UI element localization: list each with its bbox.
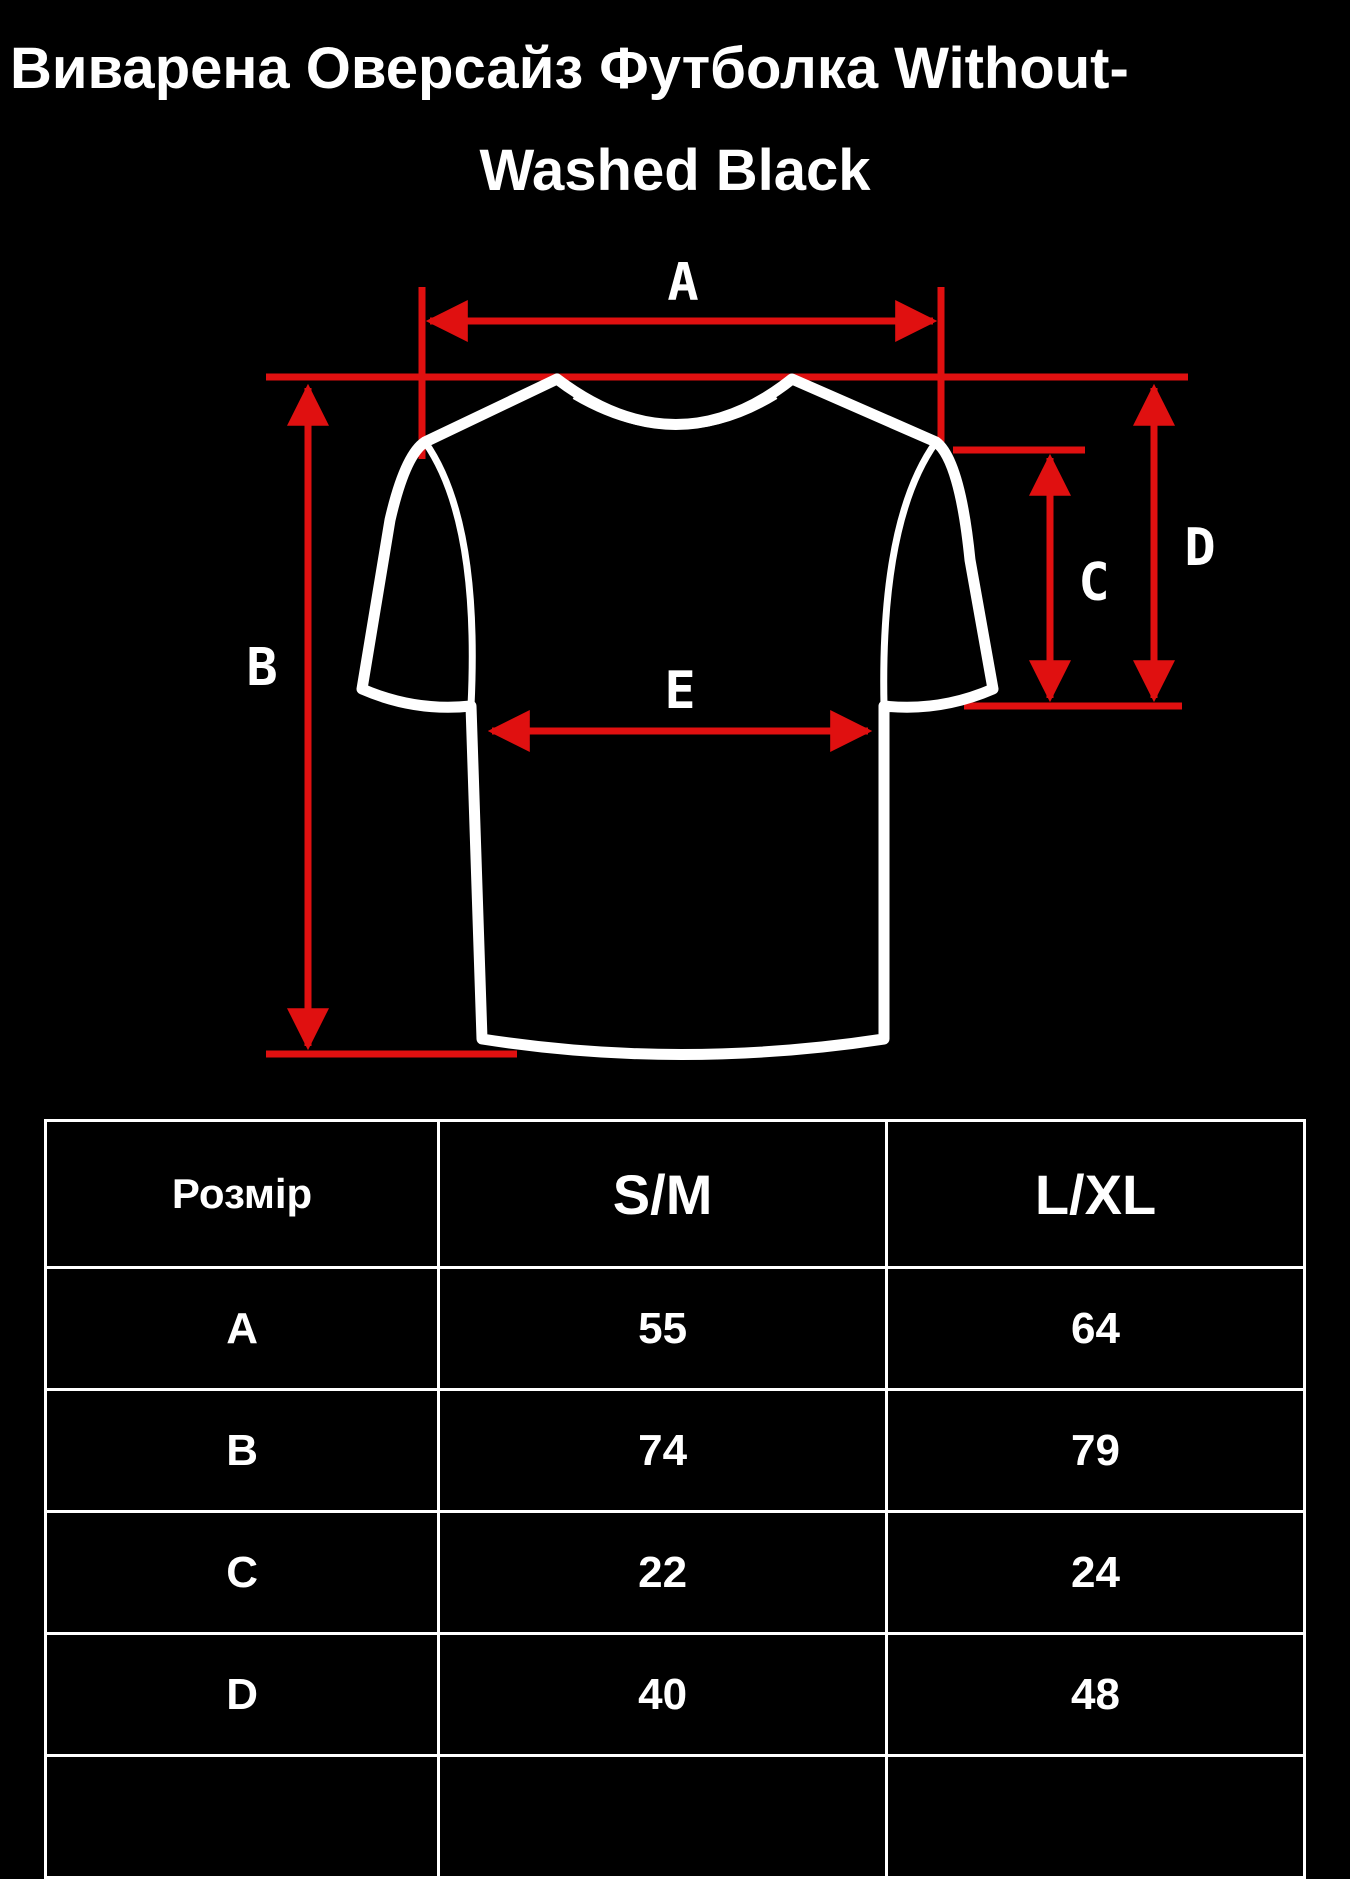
row-label: B	[43, 1388, 441, 1513]
label-e: E	[664, 661, 695, 721]
product-title-line-1: Виварена Оверсайз Футболка Without-	[10, 36, 1129, 101]
row-label: D	[43, 1632, 441, 1757]
label-b: B	[246, 638, 277, 698]
value-sm: 22	[437, 1510, 888, 1635]
value-sm: 40	[437, 1632, 888, 1757]
row-label: C	[43, 1510, 441, 1635]
value-lxl	[884, 1754, 1307, 1879]
sleeve-seam-left	[422, 439, 476, 707]
header-sm: S/M	[437, 1119, 888, 1269]
value-lxl: 24	[884, 1510, 1307, 1635]
value-lxl: 48	[884, 1632, 1307, 1757]
size-diagram: A B C D E	[246, 253, 1216, 1060]
row-label	[43, 1754, 441, 1879]
value-lxl: 79	[884, 1388, 1307, 1513]
table-row: A 55 64	[43, 1266, 1307, 1391]
header-lxl: L/XL	[884, 1119, 1307, 1269]
product-title-line-2: Washed Black	[479, 138, 871, 203]
table-header-row: Розмір S/M L/XL	[43, 1119, 1307, 1269]
label-c: C	[1078, 553, 1109, 613]
label-d: D	[1184, 518, 1215, 578]
sleeve-seam-right	[880, 439, 939, 707]
tshirt-outline	[356, 373, 999, 1060]
label-a: A	[667, 253, 698, 313]
table-row: C 22 24	[43, 1510, 1307, 1635]
value-sm	[437, 1754, 888, 1879]
value-sm: 55	[437, 1266, 888, 1391]
size-table: Розмір S/M L/XL A 55 64 B 74 79 C 22 24 …	[43, 1119, 1307, 1879]
header-size: Розмір	[43, 1119, 441, 1269]
tshirt-collar	[572, 391, 778, 430]
table-row: D 40 48	[43, 1632, 1307, 1757]
table-row: B 74 79	[43, 1388, 1307, 1513]
row-label: A	[43, 1266, 441, 1391]
value-lxl: 64	[884, 1266, 1307, 1391]
value-sm: 74	[437, 1388, 888, 1513]
table-row	[43, 1754, 1307, 1879]
